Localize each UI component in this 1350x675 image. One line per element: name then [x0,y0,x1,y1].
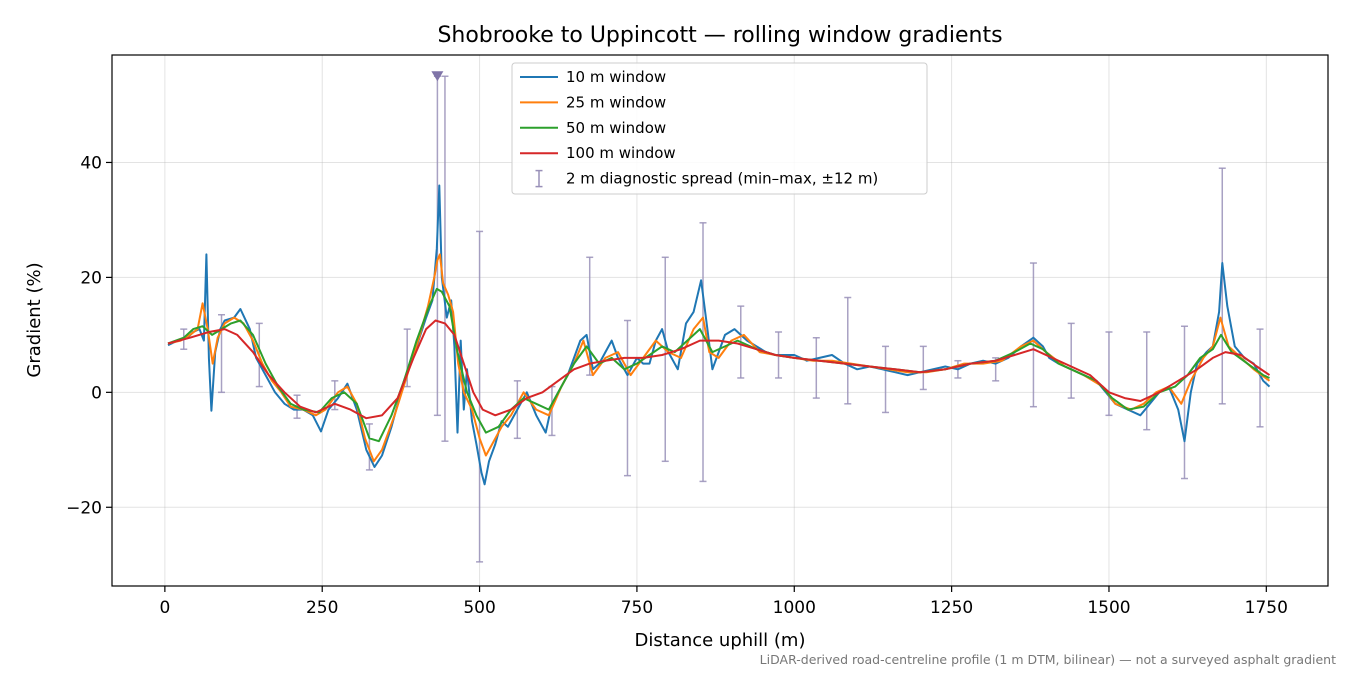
peak-marker [431,71,444,82]
error-bar [1067,322,1075,399]
error-bar [441,75,449,442]
x-tick-label: 750 [621,598,653,618]
x-tick-label: 500 [463,598,495,618]
error-bar [1029,262,1037,408]
legend-label: 2 m diagnostic spread (min–max, ±12 m) [566,170,878,188]
series-line-4 [167,319,1271,420]
plot-frame [111,54,1329,587]
legend-label: 100 m window [566,144,676,162]
error-bar [844,296,852,405]
error-bar [1105,331,1113,417]
legend-label: 50 m window [566,119,666,137]
x-tick-label: 1250 [930,598,973,618]
error-bar [1143,331,1151,431]
error-bar [1256,328,1264,428]
y-tick-label: 20 [80,268,102,288]
x-tick-label: 0 [159,598,170,618]
legend-swatch [535,169,543,188]
error-bar [365,423,373,471]
y-tick-label: −20 [66,498,102,518]
x-tick-label: 250 [306,598,338,618]
error-bar [699,222,707,483]
error-bar [476,230,484,563]
legend-label: 10 m window [566,68,666,86]
error-bar [882,345,890,414]
legend: 10 m window 25 m window 50 m window 100 m w… [511,62,928,195]
axis-ticks: 0 250 500 750 1000 1250 1500 1750 −20 0 20 40 [66,153,1288,618]
legend-box [511,62,928,195]
x-tick-label: 1750 [1245,598,1288,618]
x-tick-label: 1500 [1087,598,1130,618]
error-bar [1180,325,1188,480]
error-bar [919,345,927,391]
error-bar [1218,167,1226,405]
y-tick-label: 0 [91,383,102,403]
series-lines-layer [167,184,1271,486]
marker-layer [431,71,444,82]
x-axis-label: Distance uphill (m) [635,630,806,651]
y-axis-label: Gradient (%) [24,262,45,377]
footnote: LiDAR-derived road-centreline profile (1… [760,652,1336,667]
x-tick-label: 1000 [773,598,816,618]
error-bar [661,256,669,463]
error-bar [812,336,820,399]
chart-title: Shobrooke to Uppincott — rolling window … [437,23,1002,48]
legend-label: 25 m window [566,93,666,111]
error-bar [623,319,631,477]
y-tick-label: 40 [80,153,102,173]
